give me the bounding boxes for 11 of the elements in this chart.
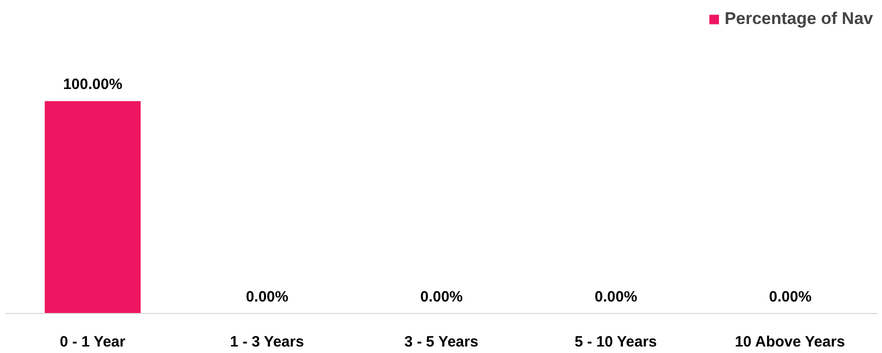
- data-label: 0.00%: [594, 288, 638, 306]
- data-label: 100.00%: [63, 76, 122, 94]
- data-label: 0.00%: [420, 288, 463, 306]
- legend-label: Percentage of Nav: [724, 9, 873, 29]
- data-label: 0.00%: [246, 288, 288, 306]
- x-tick-label: 3 - 5 Years: [404, 334, 478, 350]
- x-tick-label: 0 - 1 Year: [60, 334, 126, 350]
- x-tick-label: 1 - 3 Years: [230, 334, 304, 350]
- x-tick-label: 5 - 10 Years: [574, 334, 657, 350]
- data-label: 0.00%: [769, 288, 812, 306]
- x-tick-label: 10 Above Years: [734, 334, 845, 350]
